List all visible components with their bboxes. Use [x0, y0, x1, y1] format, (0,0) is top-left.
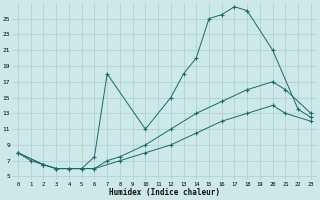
X-axis label: Humidex (Indice chaleur): Humidex (Indice chaleur) [109, 188, 220, 197]
